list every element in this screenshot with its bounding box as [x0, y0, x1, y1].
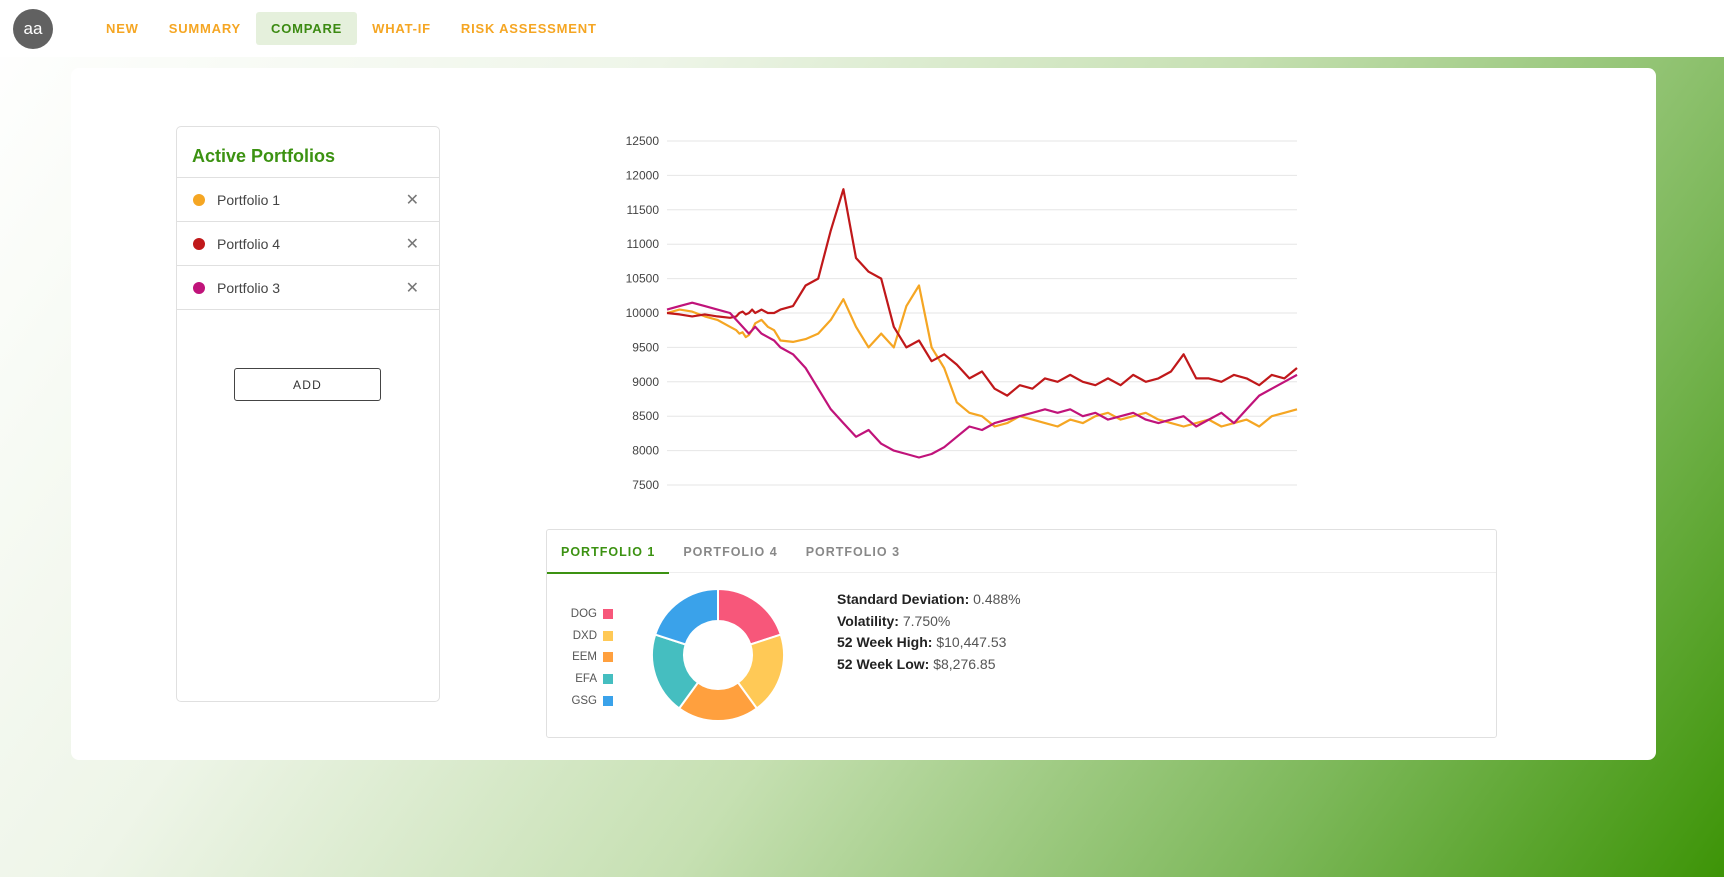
add-portfolio-button[interactable]: ADD [234, 368, 381, 401]
panel-title: Active Portfolios [177, 127, 439, 178]
legend-label: EEM [572, 651, 597, 664]
performance-line-chart: 7500 8000 8500 9000 9500 10000 10500 11000 11500… [626, 134, 1298, 492]
legend-label: EFA [575, 672, 597, 685]
avatar[interactable]: aa [13, 9, 53, 49]
portfolio-row[interactable]: Portfolio 1 ✕ [177, 178, 439, 222]
nav-item-what-if[interactable]: WHAT-IF [372, 21, 431, 36]
series-line-portfolio-3 [666, 301, 1298, 459]
portfolio-name: Portfolio 1 [217, 191, 281, 208]
stat-label: 52 Week Low: [837, 655, 930, 672]
portfolio-stats: Standard Deviation: 0.488% Volatility: 7… [837, 589, 1021, 675]
stat-row: Standard Deviation: 0.488% [837, 589, 1021, 611]
stat-value: 7.750% [902, 612, 951, 629]
allocation-legend: DOG DXD EEM EFA GSG [569, 603, 613, 711]
y-tick-label: 9000 [632, 375, 659, 389]
legend-swatch-icon [603, 673, 613, 684]
portfolio-row[interactable]: Portfolio 4 ✕ [177, 222, 439, 266]
stat-label: 52 Week High: [837, 634, 933, 650]
legend-item[interactable]: EFA [569, 668, 613, 690]
nav-item-risk-assessment[interactable]: RISK ASSESSMENT [460, 21, 597, 36]
y-tick-label: 11000 [627, 237, 660, 251]
series-line-portfolio-1 [666, 284, 1298, 428]
legend-item[interactable]: DXD [569, 625, 613, 647]
legend-swatch-icon [603, 630, 613, 641]
legend-item[interactable]: GSG [569, 690, 613, 712]
tab-portfolio-1[interactable]: PORTFOLIO 1 [547, 530, 670, 574]
legend-swatch-icon [603, 652, 613, 663]
active-portfolios-panel: Active Portfolios Portfolio 1 ✕ Portfoli… [176, 126, 440, 702]
y-tick-label: 8000 [632, 444, 659, 458]
y-tick-label: 12500 [626, 134, 660, 148]
legend-label: DOG [570, 607, 597, 620]
tab-portfolio-4[interactable]: PORTFOLIO 4 [683, 544, 778, 559]
portfolio-row[interactable]: Portfolio 3 ✕ [177, 266, 439, 310]
tab-portfolio-3[interactable]: PORTFOLIO 3 [805, 544, 901, 559]
portfolio-tabs: PORTFOLIO 1 PORTFOLIO 4 PORTFOLIO 3 [547, 530, 1496, 574]
y-tick-label: 8500 [632, 409, 659, 423]
legend-swatch-icon [603, 695, 613, 706]
portfolio-detail-panel: PORTFOLIO 1 PORTFOLIO 4 PORTFOLIO 3 DOG D… [546, 529, 1497, 738]
close-icon[interactable]: ✕ [405, 236, 419, 253]
legend-label: DXD [572, 629, 597, 642]
color-dot-icon [193, 281, 205, 294]
stat-value: 0.488% [973, 591, 1021, 607]
nav-item-new[interactable]: NEW [106, 21, 139, 36]
stat-label: Volatility: [837, 612, 899, 629]
close-icon[interactable]: ✕ [405, 280, 419, 297]
legend-item[interactable]: EEM [569, 646, 613, 668]
donut-slice-gsg[interactable] [653, 587, 719, 646]
legend-label: GSG [571, 694, 597, 707]
legend-swatch-icon [603, 608, 613, 619]
main-nav: NEW SUMMARY COMPARE WHAT-IF RISK ASSESSM… [91, 12, 612, 45]
close-icon[interactable]: ✕ [405, 192, 419, 209]
color-dot-icon [193, 237, 205, 250]
stat-value: $10,447.53 [936, 634, 1007, 650]
stat-row: 52 Week High: $10,447.53 [837, 632, 1021, 654]
stat-value: $8,276.85 [933, 655, 996, 672]
portfolio-name: Portfolio 3 [217, 279, 281, 296]
stat-row: Volatility: 7.750% [837, 611, 1021, 633]
top-nav-bar: aa NEW SUMMARY COMPARE WHAT-IF RISK ASSE… [0, 0, 1724, 57]
y-tick-label: 11500 [627, 203, 660, 217]
portfolio-name: Portfolio 4 [217, 235, 281, 252]
nav-item-compare[interactable]: COMPARE [256, 12, 358, 45]
series-line-portfolio-4 [666, 188, 1298, 397]
color-dot-icon [193, 193, 205, 206]
stat-label: Standard Deviation: [837, 591, 970, 607]
y-tick-label: 10500 [626, 272, 660, 286]
legend-item[interactable]: DOG [569, 603, 613, 625]
nav-item-summary[interactable]: SUMMARY [168, 21, 242, 36]
y-tick-label: 7500 [632, 478, 659, 492]
y-tick-label: 10000 [626, 306, 660, 320]
allocation-donut-chart [651, 587, 785, 722]
stat-row: 52 Week Low: $8,276.85 [837, 654, 1021, 676]
y-tick-label: 9500 [632, 340, 659, 354]
compare-card: Active Portfolios Portfolio 1 ✕ Portfoli… [71, 68, 1656, 760]
donut-slice-dog[interactable] [717, 587, 783, 646]
y-tick-label: 12000 [626, 168, 660, 182]
